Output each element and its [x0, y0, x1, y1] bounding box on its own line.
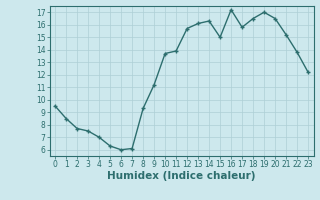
X-axis label: Humidex (Indice chaleur): Humidex (Indice chaleur) — [107, 171, 256, 181]
